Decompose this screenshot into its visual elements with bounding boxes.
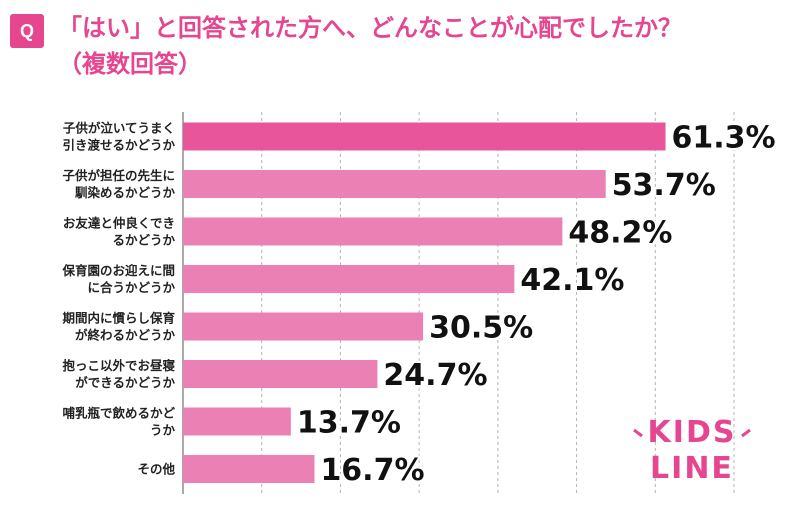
category-label: お友達と仲良くでき <box>63 216 175 231</box>
value-label: 53.7% <box>612 168 716 203</box>
bar <box>183 407 291 436</box>
category-label: 引き渡せるかどうか <box>62 138 175 153</box>
category-label: 抱っこ以外でお昼寝 <box>62 358 175 373</box>
logo-text-kids: KIDS <box>648 415 737 450</box>
value-label: 13.7% <box>297 406 401 441</box>
page-title: 「はい」と回答された方へ、どんなことが心配でしたか？ （複数回答） <box>58 10 788 82</box>
category-label: に合うかどうか <box>87 280 175 295</box>
bar <box>183 217 563 246</box>
bar <box>183 170 606 198</box>
category-label: その他 <box>137 462 175 477</box>
value-label: 30.5% <box>429 311 533 346</box>
category-label: るかどうか <box>112 233 175 248</box>
value-label: 24.7% <box>383 358 487 393</box>
value-label: 16.7% <box>320 453 424 488</box>
value-label: 48.2% <box>568 216 672 251</box>
value-label: 42.1% <box>520 263 624 298</box>
bar <box>183 455 315 483</box>
category-label: 哺乳瓶で飲めるかど <box>62 406 175 421</box>
category-label: うか <box>150 423 176 438</box>
value-label: 61.3% <box>672 121 776 156</box>
bar <box>183 312 424 341</box>
category-label: 期間内に慣らし保育 <box>62 311 175 326</box>
category-label: 保育園のお迎えに間 <box>61 263 175 278</box>
title-line-2: （複数回答） <box>58 50 202 78</box>
category-label: 馴染めるかどうか <box>75 185 176 200</box>
bar <box>183 265 515 293</box>
category-label: 子供が泣いてうまく <box>63 121 175 136</box>
logo-arm-left <box>633 428 643 438</box>
title-line-1: 「はい」と回答された方へ、どんなことが心配でしたか？ <box>58 14 682 42</box>
category-label: 子供が担任の先生に <box>62 168 175 183</box>
category-label: が終わるかどうか <box>75 328 176 343</box>
bar <box>183 360 378 388</box>
category-label: ができるかどうか <box>75 375 175 390</box>
question-badge: Q <box>10 14 44 48</box>
kids-line-logo: KIDS LINE <box>633 415 751 485</box>
logo-text-line: LINE <box>650 451 734 485</box>
bar <box>183 122 666 151</box>
logo-arm-right <box>741 428 751 438</box>
